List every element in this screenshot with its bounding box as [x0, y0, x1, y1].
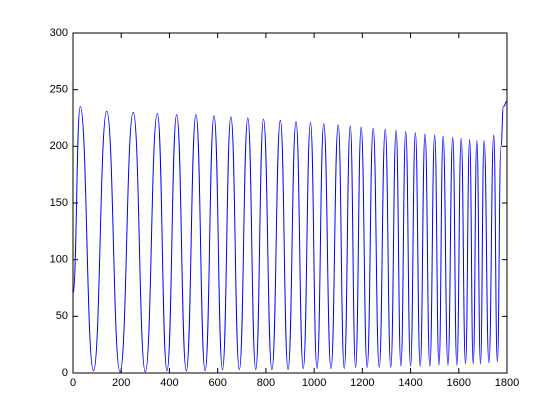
x-tick-label: 1200	[350, 377, 374, 389]
x-tick-label: 600	[208, 377, 226, 389]
y-tick-label: 0	[62, 367, 68, 379]
x-tick-label: 1000	[302, 377, 326, 389]
y-tick-label: 200	[50, 140, 68, 152]
y-tick-label: 50	[56, 310, 68, 322]
x-tick-label: 1400	[398, 377, 422, 389]
signal-line	[72, 100, 508, 373]
y-tick-label: 150	[50, 197, 68, 209]
x-tick-label: 1600	[447, 377, 471, 389]
x-tick-label: 800	[257, 377, 275, 389]
x-tick-label: 200	[112, 377, 130, 389]
x-tick-label: 0	[70, 377, 76, 389]
y-tick-label: 250	[50, 84, 68, 96]
y-tick-label: 100	[50, 254, 68, 266]
y-tick-label: 300	[50, 27, 68, 39]
x-tick-label: 400	[160, 377, 178, 389]
axes-box	[72, 32, 508, 374]
x-tick-label: 1800	[495, 377, 519, 389]
